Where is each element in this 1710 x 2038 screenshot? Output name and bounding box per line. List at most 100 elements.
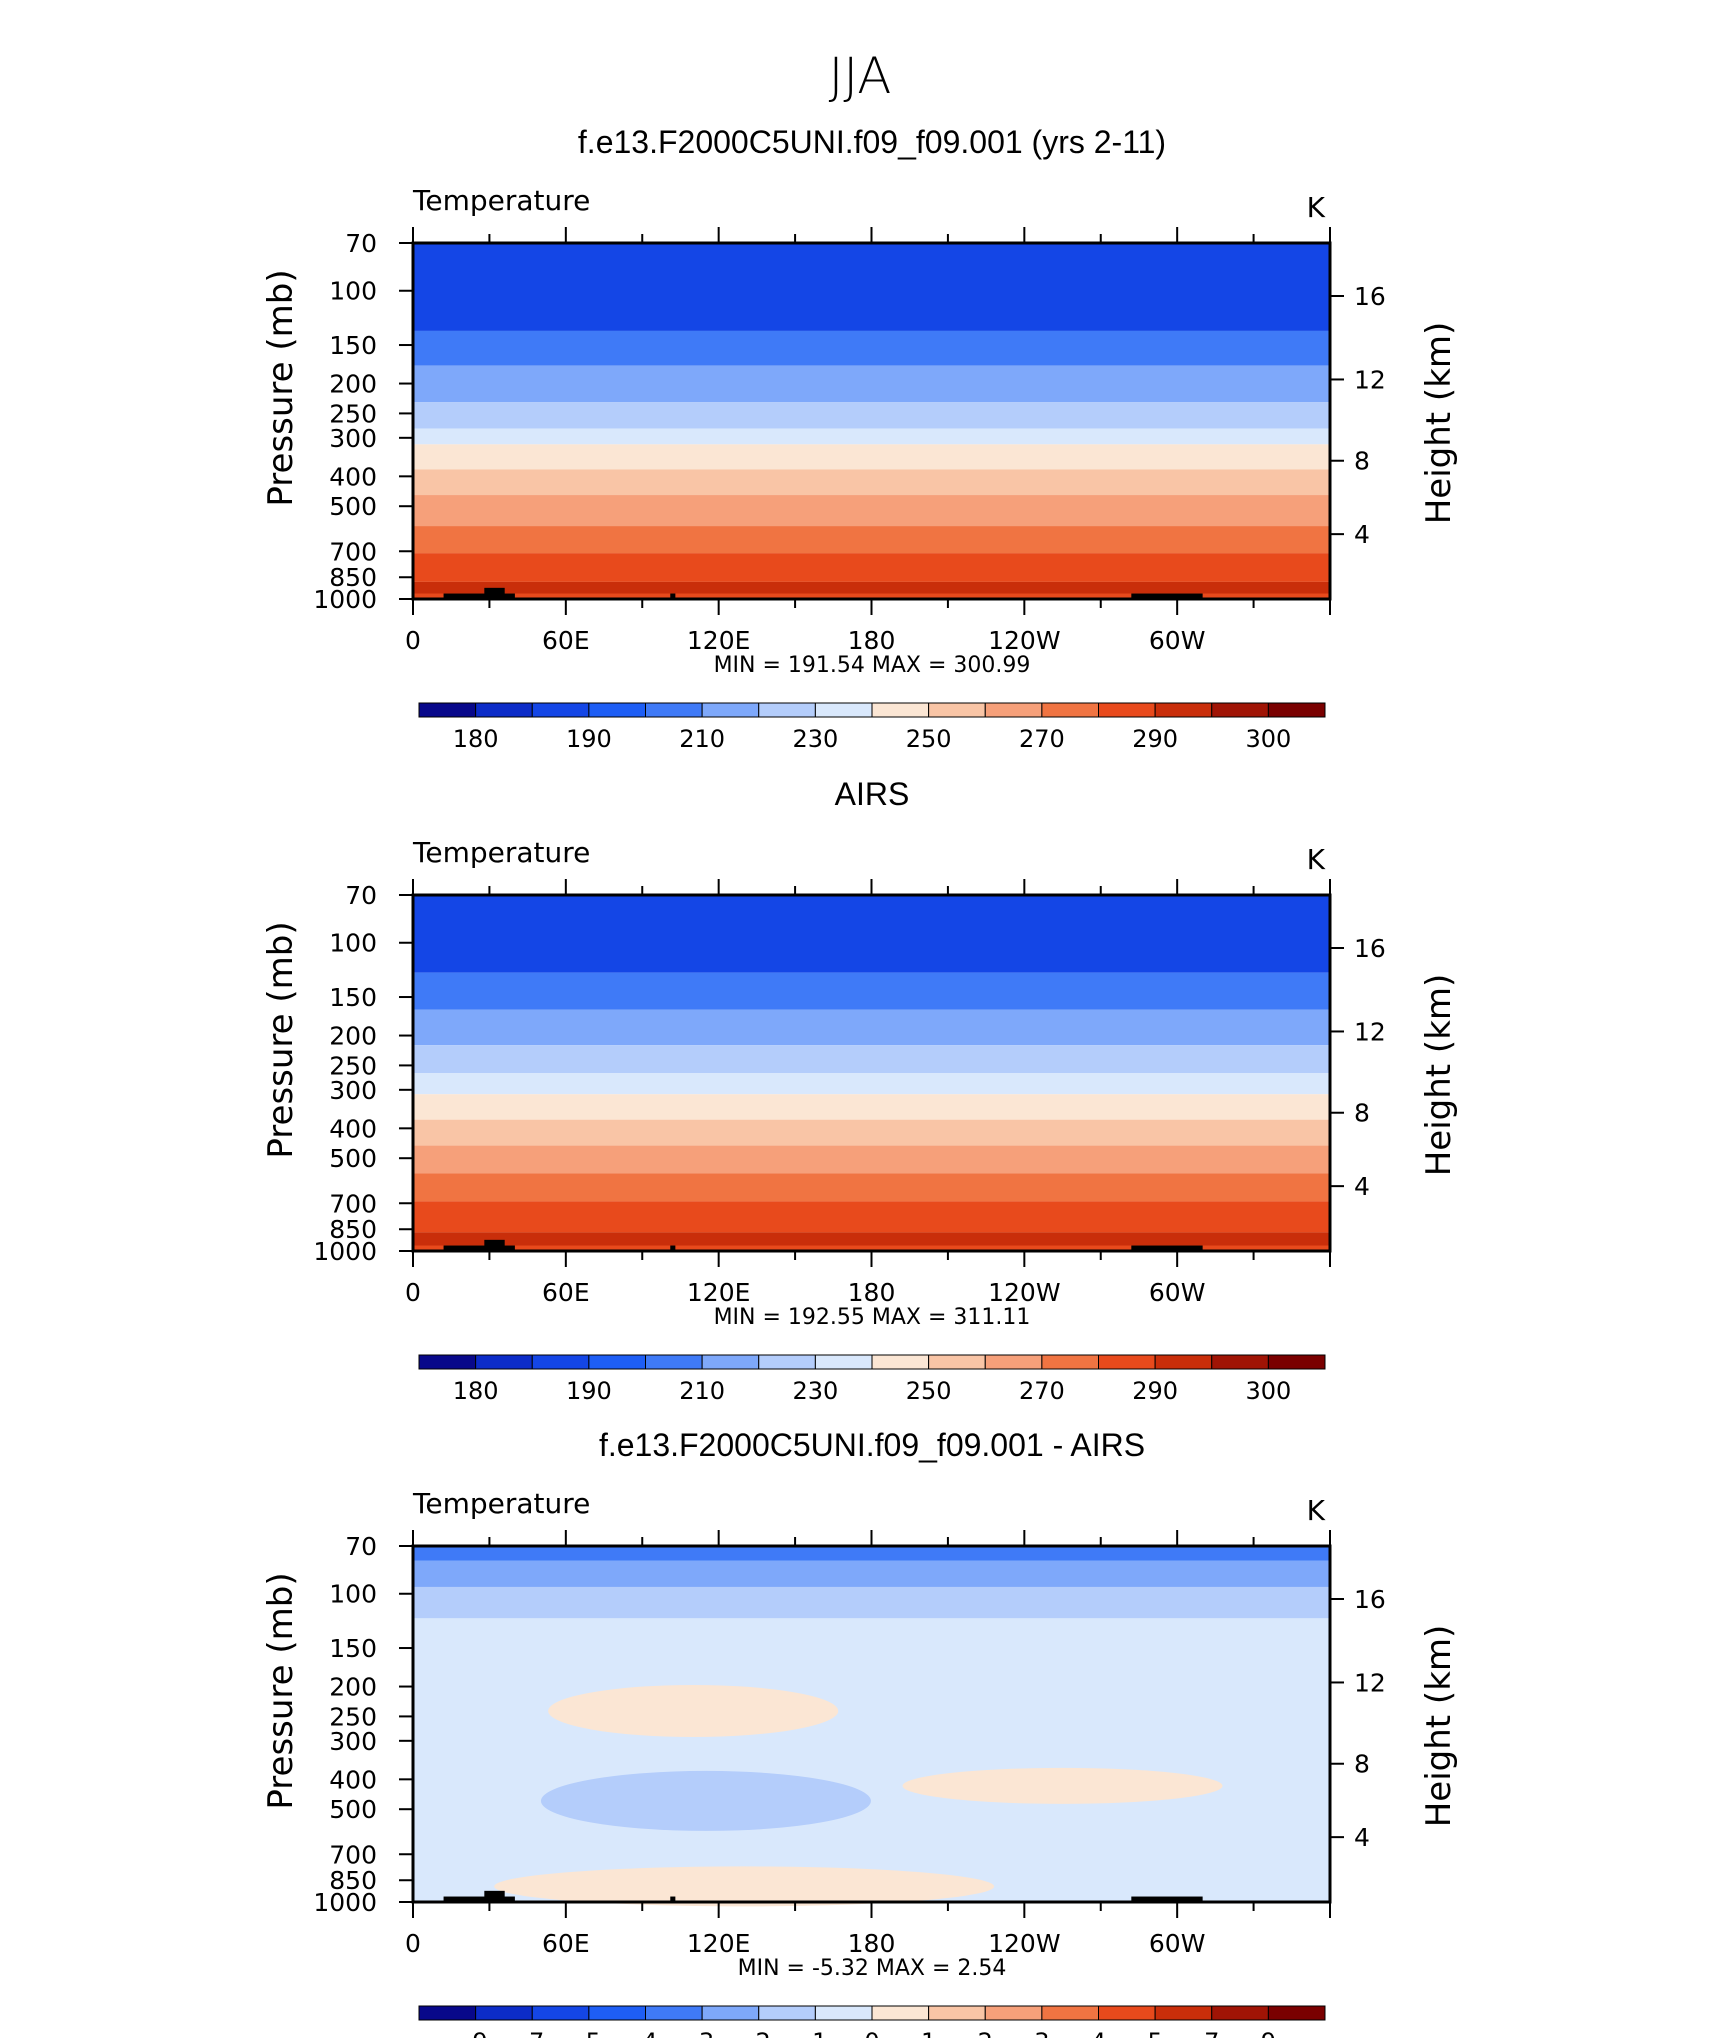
y-tick-label: 500 xyxy=(329,492,377,521)
x-tick-label: 180 xyxy=(848,626,896,655)
y-tick-label: 150 xyxy=(329,1634,377,1663)
colorbar-swatch xyxy=(588,2005,646,2021)
right-tick-label: 8 xyxy=(1354,1099,1370,1128)
colorbar-swatch xyxy=(871,2005,930,2021)
colorbar-label: 210 xyxy=(679,725,725,753)
contour-band xyxy=(413,428,1330,445)
y-axis-title-right: Height (km) xyxy=(1419,974,1459,1177)
y-tick-label: 300 xyxy=(329,424,377,453)
colorbar-swatch xyxy=(758,1354,816,1370)
right-tick-label: 8 xyxy=(1354,1750,1370,1779)
colorbar-swatch xyxy=(1211,702,1269,718)
x-tick-label: 180 xyxy=(848,1278,896,1307)
colorbar-swatch xyxy=(588,1354,646,1370)
y-tick-label: 200 xyxy=(329,370,377,399)
colorbar-swatch xyxy=(1098,2005,1156,2021)
colorbar-swatch xyxy=(1267,1354,1326,1370)
panel-1: f.e13.F2000C5UNI.f09_f09.001 (yrs 2-11) T… xyxy=(261,124,1459,753)
y-tick-label: 250 xyxy=(329,1051,377,1080)
contour-band xyxy=(413,1073,1330,1095)
x-tick-label: 120W xyxy=(988,1278,1060,1307)
colorbar-swatch xyxy=(418,1354,477,1370)
colorbar-swatch xyxy=(928,2005,986,2021)
colorbar-swatch xyxy=(701,1354,760,1370)
panel-title: f.e13.F2000C5UNI.f09_f09.001 (yrs 2-11) xyxy=(578,124,1166,160)
colorbar-label: 0 xyxy=(864,2028,879,2038)
colorbar-label: 250 xyxy=(906,1377,952,1405)
colorbar-swatch xyxy=(645,1354,703,1370)
colorbar-label: -4 xyxy=(634,2028,658,2038)
orography xyxy=(1131,593,1203,599)
colorbar-swatch xyxy=(475,2005,533,2021)
contour-band xyxy=(413,495,1330,527)
colorbar-swatch xyxy=(1041,2005,1099,2021)
contour-band xyxy=(413,1094,1330,1120)
y-tick-label: 150 xyxy=(329,331,377,360)
colorbar-label: 7 xyxy=(1204,2028,1219,2038)
contour-band xyxy=(413,243,1330,331)
contour-patch xyxy=(540,1770,871,1831)
y-tick-label: 70 xyxy=(345,1532,377,1561)
colorbar-swatch xyxy=(531,2005,590,2021)
colorbar-label: 2 xyxy=(978,2028,993,2038)
contour-band xyxy=(413,1045,1330,1074)
right-tick-label: 16 xyxy=(1354,934,1386,963)
right-tick-label: 4 xyxy=(1354,1172,1370,1201)
x-tick-label: 120E xyxy=(687,1278,751,1307)
y-tick-label: 200 xyxy=(329,1673,377,1702)
right-tick-label: 16 xyxy=(1354,1585,1386,1614)
orography xyxy=(670,593,676,599)
orography xyxy=(484,1890,505,1902)
panel-3: f.e13.F2000C5UNI.f09_f09.001 - AIRS Tempe… xyxy=(261,1427,1459,2038)
orography xyxy=(670,1896,676,1902)
panels: f.e13.F2000C5UNI.f09_f09.001 (yrs 2-11) T… xyxy=(261,124,1459,2038)
orography xyxy=(1131,1245,1203,1251)
colorbar-swatch xyxy=(1154,702,1213,718)
contour-patch xyxy=(902,1767,1223,1804)
contour-band xyxy=(413,1145,1330,1174)
colorbar-label: -9 xyxy=(464,2028,488,2038)
contour-band xyxy=(413,1201,1330,1233)
colorbar-swatch xyxy=(871,1354,930,1370)
colorbar-label: 190 xyxy=(566,725,612,753)
x-tick-label: 0 xyxy=(405,1278,421,1307)
y-tick-label: 1000 xyxy=(313,1888,377,1917)
units-label: K xyxy=(1307,1494,1326,1527)
y-tick-label: 250 xyxy=(329,1702,377,1731)
contour-band xyxy=(413,1173,1330,1202)
y-tick-label: 400 xyxy=(329,1114,377,1143)
contour-band xyxy=(413,444,1330,470)
colorbar-swatch xyxy=(1098,1354,1156,1370)
colorbar-swatch xyxy=(1267,2005,1326,2021)
y-tick-label: 70 xyxy=(345,881,377,910)
y-tick-label: 250 xyxy=(329,399,377,428)
colorbar-label: 250 xyxy=(906,725,952,753)
contour-band xyxy=(413,1546,1330,1561)
y-tick-label: 700 xyxy=(329,1840,377,1869)
right-tick-label: 8 xyxy=(1354,447,1370,476)
contour-field xyxy=(413,1546,1330,1907)
colorbar-swatch xyxy=(701,2005,760,2021)
colorbar-swatch xyxy=(984,1354,1043,1370)
colorbar-swatch xyxy=(418,702,477,718)
y-tick-label: 700 xyxy=(329,537,377,566)
colorbar-swatch xyxy=(588,702,646,718)
y-tick-label: 70 xyxy=(345,229,377,258)
colorbar-swatch xyxy=(645,2005,703,2021)
contour-band xyxy=(413,402,1330,429)
y-axis-title-right: Height (km) xyxy=(1419,1625,1459,1828)
y-tick-label: 300 xyxy=(329,1076,377,1105)
contour-band xyxy=(413,1119,1330,1146)
colorbar-label: 180 xyxy=(453,1377,499,1405)
y-axis-title: Pressure (mb) xyxy=(261,269,301,506)
colorbar-swatch xyxy=(1267,702,1326,718)
colorbar-swatch xyxy=(814,1354,873,1370)
colorbar-label: 300 xyxy=(1245,1377,1291,1405)
x-tick-label: 180 xyxy=(848,1929,896,1958)
colorbar-label: 300 xyxy=(1245,725,1291,753)
right-tick-label: 12 xyxy=(1354,1017,1386,1046)
colorbar-swatch xyxy=(1154,1354,1213,1370)
y-tick-label: 400 xyxy=(329,462,377,491)
variable-label: Temperature xyxy=(412,836,590,869)
